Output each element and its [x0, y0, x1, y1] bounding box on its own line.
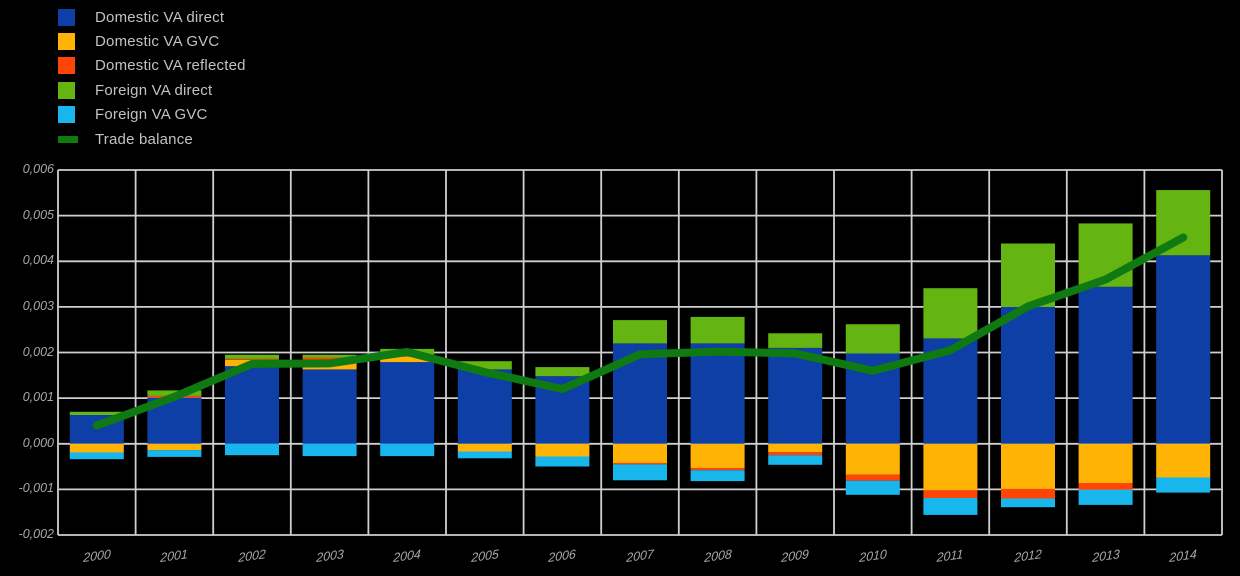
y-axis-tick-label: 0,002 [22, 344, 54, 359]
legend-item: Domestic VA reflected [58, 54, 246, 78]
swatch-color [58, 8, 75, 26]
bar-segment-foreign-va-gvc [845, 480, 900, 495]
bar-segment-domestic-va-direct [690, 343, 745, 444]
bar-segment-domestic-va-reflected [1001, 488, 1055, 499]
bar-segment-foreign-va-gvc [380, 443, 435, 457]
bar-segment-domestic-va-gvc [535, 443, 590, 457]
bar-segment-foreign-va-direct [613, 320, 667, 344]
legend-item: Foreign VA direct [58, 78, 246, 102]
bar-segment-domestic-va-gvc [845, 443, 900, 475]
bar-segment-foreign-va-gvc [457, 451, 512, 459]
legend-label: Domestic VA GVC [95, 33, 220, 51]
legend-label: Foreign VA direct [95, 81, 213, 99]
bar-segment-foreign-va-gvc [1001, 498, 1055, 508]
bar-segment-domestic-va-gvc [69, 443, 124, 453]
bar-segment-domestic-va-reflected [613, 462, 667, 465]
bar-segment-foreign-va-gvc [69, 452, 124, 460]
swatch-color [58, 81, 75, 99]
bar-segment-domestic-va-gvc [923, 443, 978, 491]
bar-segment-foreign-va-gvc [1078, 489, 1133, 505]
legend-item: Domestic VA GVC [58, 29, 246, 53]
legend-item: Domestic VA direct [58, 5, 246, 29]
bar-segment-foreign-va-direct [690, 316, 745, 344]
trade-balance-line [92, 233, 1188, 430]
bar-segment-foreign-va-direct [302, 354, 357, 358]
legend-line-swatch-icon [58, 131, 78, 148]
bar-segment-foreign-va-gvc [923, 498, 978, 515]
bar-segment-foreign-va-direct [457, 361, 512, 370]
y-axis-tick-label: 0,004 [22, 253, 54, 268]
bar-segment-foreign-va-direct [845, 324, 900, 354]
bar-segment-domestic-va-direct [302, 369, 357, 444]
legend-square-swatch-icon [58, 106, 78, 124]
bar-segment-domestic-va-direct [225, 366, 279, 444]
bar-segment-domestic-va-gvc [1001, 443, 1055, 489]
legend-square-swatch-icon [58, 57, 78, 75]
bar-segment-domestic-va-reflected [923, 490, 978, 499]
bar-segment-domestic-va-gvc [690, 443, 745, 468]
legend-label: Trade balance [95, 130, 193, 148]
bar-segment-domestic-va-reflected [1078, 483, 1133, 490]
bar-segment-domestic-va-gvc [380, 356, 435, 363]
swatch-color [58, 135, 78, 143]
bar-segment-domestic-va-gvc [147, 443, 202, 451]
y-axis-tick-label: -0,002 [18, 527, 54, 541]
bar-segment-foreign-va-gvc [613, 464, 667, 481]
bar-segment-domestic-va-direct [1078, 286, 1133, 444]
bar-segment-foreign-va-gvc [1156, 477, 1211, 493]
bar-segment-domestic-va-gvc [1078, 443, 1133, 483]
y-axis-tick-label: 0,001 [22, 390, 54, 405]
y-axis-tick-label: 0,000 [22, 435, 54, 450]
bar-segment-domestic-va-direct [768, 347, 823, 444]
bar-segment-domestic-va-gvc [768, 443, 823, 452]
y-axis-tick-label: 0,006 [22, 162, 54, 176]
legend-label: Domestic VA reflected [95, 57, 246, 75]
bar-segment-foreign-va-gvc [535, 456, 590, 467]
swatch-color [58, 33, 75, 51]
bar-segment-domestic-va-gvc [613, 443, 667, 463]
bar-segment-domestic-va-direct [380, 362, 435, 444]
y-axis-tick-label: 0,003 [22, 298, 54, 313]
bar-segment-foreign-va-direct [535, 367, 590, 377]
legend: Domestic VA direct Domestic VA GVC Domesti… [58, 5, 246, 151]
bar-segment-foreign-va-gvc [302, 443, 357, 457]
bar-segment-domestic-va-gvc [457, 443, 512, 452]
bar-segment-foreign-va-gvc [768, 455, 823, 465]
bar-segment-domestic-va-gvc [1156, 443, 1211, 478]
legend-item: Trade balance [58, 127, 246, 151]
bar-segment-foreign-va-gvc [147, 450, 202, 457]
bar-segment-foreign-va-direct [768, 333, 823, 348]
bar-segment-foreign-va-direct [225, 354, 279, 359]
bar-segment-foreign-va-direct [69, 411, 124, 415]
legend-label: Domestic VA direct [95, 8, 225, 26]
swatch-color [58, 57, 75, 75]
bar-segment-foreign-va-direct [923, 288, 978, 339]
bar-segment-domestic-va-reflected [690, 467, 745, 471]
bar-segment-foreign-va-gvc [690, 470, 745, 482]
legend-square-swatch-icon [58, 8, 78, 26]
y-axis-tick-label: -0,001 [18, 481, 54, 496]
legend-label: Foreign VA GVC [95, 106, 208, 124]
bar-segment-domestic-va-reflected [768, 452, 823, 456]
bar-segment-domestic-va-reflected [225, 358, 279, 360]
swatch-color [58, 106, 75, 124]
y-axis-tick-label: 0,005 [22, 207, 54, 222]
bar-segment-domestic-va-direct [457, 369, 512, 444]
bar-segment-domestic-va-direct [1001, 306, 1055, 444]
bar-segment-foreign-va-gvc [225, 443, 279, 456]
legend-square-swatch-icon [58, 81, 78, 99]
bar-segment-domestic-va-direct [1156, 255, 1211, 444]
bar-segment-domestic-va-reflected [302, 357, 357, 362]
bar-segment-domestic-va-reflected [845, 474, 900, 481]
legend-square-swatch-icon [58, 33, 78, 51]
legend-item: Foreign VA GVC [58, 103, 246, 127]
